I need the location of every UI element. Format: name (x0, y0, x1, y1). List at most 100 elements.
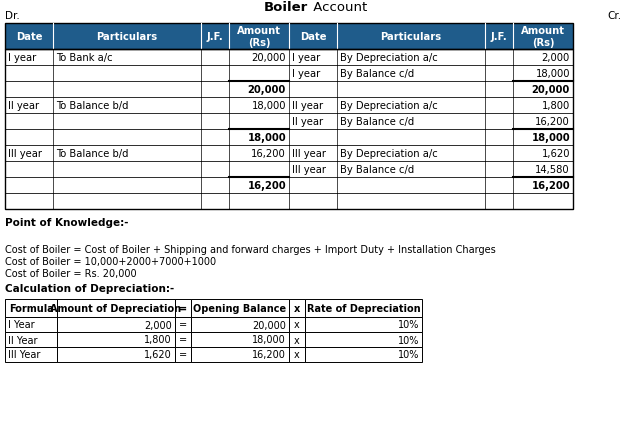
Text: Account: Account (309, 0, 367, 14)
Bar (5, 347, 57, 362)
Bar (289, 24, 337, 50)
Text: 20,000: 20,000 (248, 85, 286, 95)
Text: III year: III year (292, 148, 326, 159)
Text: 16,200: 16,200 (535, 117, 570, 127)
Text: J.F.: J.F. (490, 32, 507, 42)
Text: 1,800: 1,800 (144, 335, 172, 345)
Text: 18,000: 18,000 (252, 335, 286, 345)
Bar (191, 332, 289, 347)
Bar (175, 299, 191, 317)
Bar (53, 24, 201, 50)
Text: Cost of Boiler = Cost of Boiler + Shipping and forward charges + Import Duty + I: Cost of Boiler = Cost of Boiler + Shippi… (5, 244, 496, 254)
Bar (175, 317, 191, 332)
Text: 16,200: 16,200 (248, 180, 286, 191)
Text: To Balance b/d: To Balance b/d (56, 101, 129, 111)
Text: I year: I year (292, 53, 320, 63)
Bar (5, 66, 573, 82)
Text: x: x (294, 320, 300, 330)
Bar (305, 332, 422, 347)
Text: 18,000: 18,000 (531, 133, 570, 143)
Bar (191, 299, 289, 317)
Text: By Depreciation a/c: By Depreciation a/c (340, 53, 438, 63)
Text: To Balance b/d: To Balance b/d (56, 148, 129, 159)
Text: Particulars: Particulars (381, 32, 441, 42)
Bar (485, 24, 513, 50)
Text: Point of Knowledge:-: Point of Knowledge:- (5, 218, 129, 227)
Bar (305, 299, 422, 317)
Bar (5, 50, 573, 209)
Bar (5, 24, 573, 50)
Bar (289, 299, 305, 317)
Text: x: x (294, 335, 300, 345)
Text: =: = (179, 320, 187, 330)
Text: x: x (294, 350, 300, 360)
Text: 2,000: 2,000 (144, 320, 172, 330)
Text: I year: I year (8, 53, 36, 63)
Bar (5, 82, 573, 98)
Text: I Year: I Year (8, 320, 34, 330)
Text: 16,200: 16,200 (251, 148, 286, 159)
Text: II year: II year (8, 101, 39, 111)
Text: 1,620: 1,620 (542, 148, 570, 159)
Text: By Balance c/d: By Balance c/d (340, 165, 414, 175)
Text: 2,000: 2,000 (542, 53, 570, 63)
Bar (175, 347, 191, 362)
Text: 18,000: 18,000 (535, 69, 570, 79)
Text: 10%: 10% (398, 335, 419, 345)
Text: Cost of Boiler = Rs. 20,000: Cost of Boiler = Rs. 20,000 (5, 268, 137, 279)
Text: 1,620: 1,620 (144, 350, 172, 360)
Bar (175, 332, 191, 347)
Text: Opening Balance: Opening Balance (194, 303, 287, 313)
Text: Calculation of Depreciation:-: Calculation of Depreciation:- (5, 283, 174, 293)
Text: 1,800: 1,800 (542, 101, 570, 111)
Bar (513, 24, 573, 50)
Text: By Balance c/d: By Balance c/d (340, 69, 414, 79)
Text: By Balance c/d: By Balance c/d (340, 117, 414, 127)
Bar (57, 332, 175, 347)
Bar (5, 194, 573, 209)
Text: J.F.: J.F. (207, 32, 223, 42)
Bar (5, 317, 57, 332)
Text: Rate of Depreciation: Rate of Depreciation (307, 303, 420, 313)
Bar (5, 114, 573, 130)
Bar (57, 317, 175, 332)
Bar (229, 24, 289, 50)
Text: Cr.: Cr. (608, 11, 622, 21)
Bar (337, 24, 485, 50)
Text: Date: Date (300, 32, 326, 42)
Bar (289, 317, 305, 332)
Text: Boiler: Boiler (264, 0, 308, 14)
Text: Cost of Boiler = 10,000+2000+7000+1000: Cost of Boiler = 10,000+2000+7000+1000 (5, 256, 216, 266)
Text: To Bank a/c: To Bank a/c (56, 53, 113, 63)
Bar (5, 146, 573, 162)
Text: Formula: Formula (9, 303, 53, 313)
Text: Amount of Depreciation: Amount of Depreciation (50, 303, 182, 313)
Text: I year: I year (292, 69, 320, 79)
Bar (5, 299, 57, 317)
Text: 16,200: 16,200 (252, 350, 286, 360)
Text: x: x (294, 303, 300, 313)
Bar (57, 347, 175, 362)
Bar (201, 24, 229, 50)
Text: II year: II year (292, 101, 323, 111)
Text: 16,200: 16,200 (531, 180, 570, 191)
Text: 10%: 10% (398, 320, 419, 330)
Bar (5, 177, 573, 194)
Bar (305, 317, 422, 332)
Bar (5, 130, 573, 146)
Bar (289, 332, 305, 347)
Text: 18,000: 18,000 (248, 133, 286, 143)
Text: 20,000: 20,000 (252, 320, 286, 330)
Text: 20,000: 20,000 (251, 53, 286, 63)
Bar (57, 299, 175, 317)
Bar (289, 347, 305, 362)
Text: By Depreciation a/c: By Depreciation a/c (340, 148, 438, 159)
Bar (5, 24, 53, 50)
Text: 18,000: 18,000 (251, 101, 286, 111)
Bar (5, 332, 57, 347)
Text: Amount
(Rs): Amount (Rs) (237, 26, 281, 48)
Text: II Year: II Year (8, 335, 38, 345)
Text: III Year: III Year (8, 350, 40, 360)
Bar (5, 98, 573, 114)
Text: III year: III year (292, 165, 326, 175)
